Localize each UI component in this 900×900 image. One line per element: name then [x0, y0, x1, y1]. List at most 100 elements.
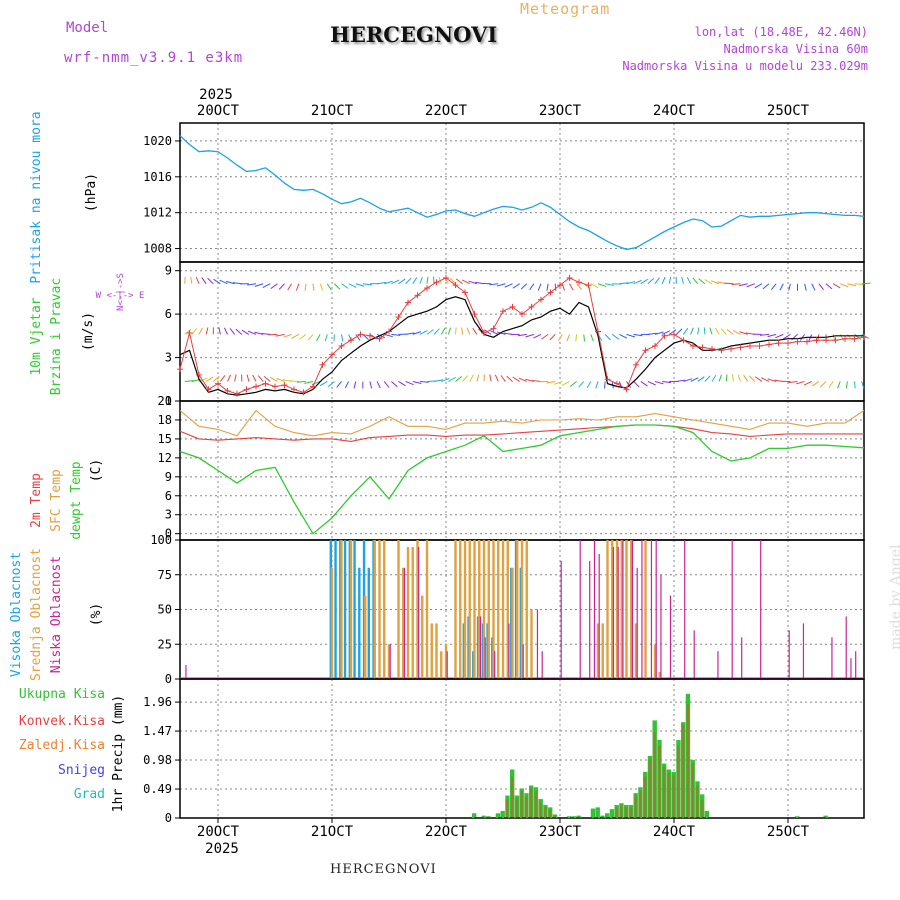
bottom-day-label: 23OCT	[539, 824, 582, 840]
lonlat-label: lon,lat (18.48E, 42.46N)	[694, 25, 868, 39]
wind-arrow	[861, 282, 871, 285]
y-tick-label: 25	[158, 637, 172, 651]
total-precip-bar	[571, 816, 577, 818]
wind-arrow	[326, 283, 332, 291]
wind-arrow	[633, 279, 642, 285]
wind-arrow	[461, 327, 464, 335]
wind-arrow	[506, 375, 513, 382]
conv-precip-bar	[506, 799, 509, 818]
wind-arrow	[825, 283, 833, 290]
wind-arrow	[398, 381, 406, 387]
wind-arrow	[441, 378, 450, 382]
cloud-unit-label: (%)	[89, 603, 104, 626]
wind-arrow	[732, 330, 741, 335]
wind-arrow	[304, 283, 307, 291]
wind-arrow	[686, 277, 692, 284]
wind-arrow	[590, 334, 594, 342]
wind-arrow	[525, 378, 535, 382]
conv-precip-bar	[677, 745, 680, 818]
wind-arrow	[376, 381, 381, 389]
wind-arrow	[391, 333, 401, 336]
cloud-subtitle: Srednja Oblacnost	[29, 548, 44, 681]
wind-arrow	[405, 332, 415, 335]
total-precip-bar	[704, 810, 710, 818]
wind-arrow	[316, 334, 321, 342]
wind-arrow	[569, 381, 577, 387]
wind-arrow	[412, 277, 418, 284]
y-tick-label: 1.47	[143, 724, 172, 738]
conv-precip-bar	[544, 807, 547, 818]
wind-arrow	[412, 331, 422, 335]
bottom-day-label: 25OCT	[767, 824, 810, 840]
wind-arrow	[476, 374, 480, 382]
y-tick-label: 1012	[143, 206, 172, 220]
wind-arrow	[434, 379, 443, 382]
wind-arrow	[704, 279, 713, 285]
wind-arrow	[270, 283, 278, 289]
y-tick-label: 1.96	[143, 695, 172, 709]
y-tick-label: 21	[158, 394, 172, 408]
wind-arrow	[484, 329, 492, 335]
wind-arrow	[455, 278, 463, 285]
wind-arrow	[327, 381, 335, 387]
wind-arrow	[355, 283, 365, 287]
wind-arrow	[668, 329, 677, 335]
wind-arrow	[426, 329, 434, 335]
wind-arrow	[640, 381, 648, 387]
wind-arrow	[661, 276, 666, 284]
wind-arrow	[307, 334, 314, 341]
wind-arrow	[779, 283, 784, 291]
conv-precip-bar	[686, 704, 690, 818]
wind-arrow	[398, 278, 406, 285]
wind-arrow	[746, 283, 755, 288]
y-tick-label: 3	[165, 508, 172, 522]
wind-arrow	[227, 374, 232, 382]
wind-arrow	[447, 327, 452, 335]
top-year-label: 2025	[199, 87, 233, 103]
bottom-year-label: 2025	[205, 841, 239, 857]
wind-arrow	[468, 280, 478, 285]
wind-arrow	[811, 381, 820, 387]
wind-arrow	[504, 283, 513, 288]
wind-arrow	[391, 381, 398, 388]
wind-arrow	[647, 278, 655, 285]
wind-arrow	[697, 327, 700, 335]
total-precip-bar	[481, 815, 486, 818]
wind-arrow	[676, 379, 686, 382]
total-precip-bar	[595, 807, 600, 818]
wind-arrow	[761, 377, 770, 382]
y-tick-label: 15	[158, 432, 172, 446]
bottom-day-label: 21OCT	[311, 824, 354, 840]
wind-gust-line	[179, 277, 865, 395]
wind-arrow	[775, 333, 784, 339]
y-tick-label: 18	[158, 413, 172, 427]
precip-unit-label: 1hr Precip (mm)	[111, 695, 126, 812]
total-precip-bar	[576, 815, 581, 818]
wind-arrow	[384, 280, 393, 285]
conv-precip-bar	[529, 788, 533, 818]
total-precip-bar	[590, 808, 596, 818]
wind-arrow	[257, 375, 264, 382]
wind-arrow	[811, 283, 816, 291]
wind-arrow	[720, 328, 727, 335]
wind-arrow	[226, 280, 235, 285]
top-day-label: 22OCT	[425, 103, 468, 119]
top-day-label: 20OCT	[197, 103, 240, 119]
total-precip-bar	[609, 809, 615, 818]
model-label: Model	[66, 20, 109, 36]
wind-arrow	[241, 329, 250, 335]
wind-compass-vertical: N<-|->S	[116, 273, 126, 311]
wind-arrow	[191, 328, 198, 335]
total-precip-bar	[486, 816, 491, 818]
wind-arrow	[788, 380, 798, 384]
wind-arrow	[754, 283, 763, 289]
wind-arrow	[668, 276, 672, 284]
wind-arrow	[262, 283, 271, 288]
footer-station-label: HERCEGNOVI	[330, 862, 437, 877]
wind-arrow	[583, 334, 586, 342]
y-tick-label: 75	[158, 568, 172, 582]
wind-arrow	[732, 374, 734, 382]
y-tick-label: 0.49	[143, 782, 172, 796]
model-altitude-label: Nadmorska Visina u modelu 233.029m	[622, 59, 868, 73]
wind-arrow	[489, 374, 492, 382]
